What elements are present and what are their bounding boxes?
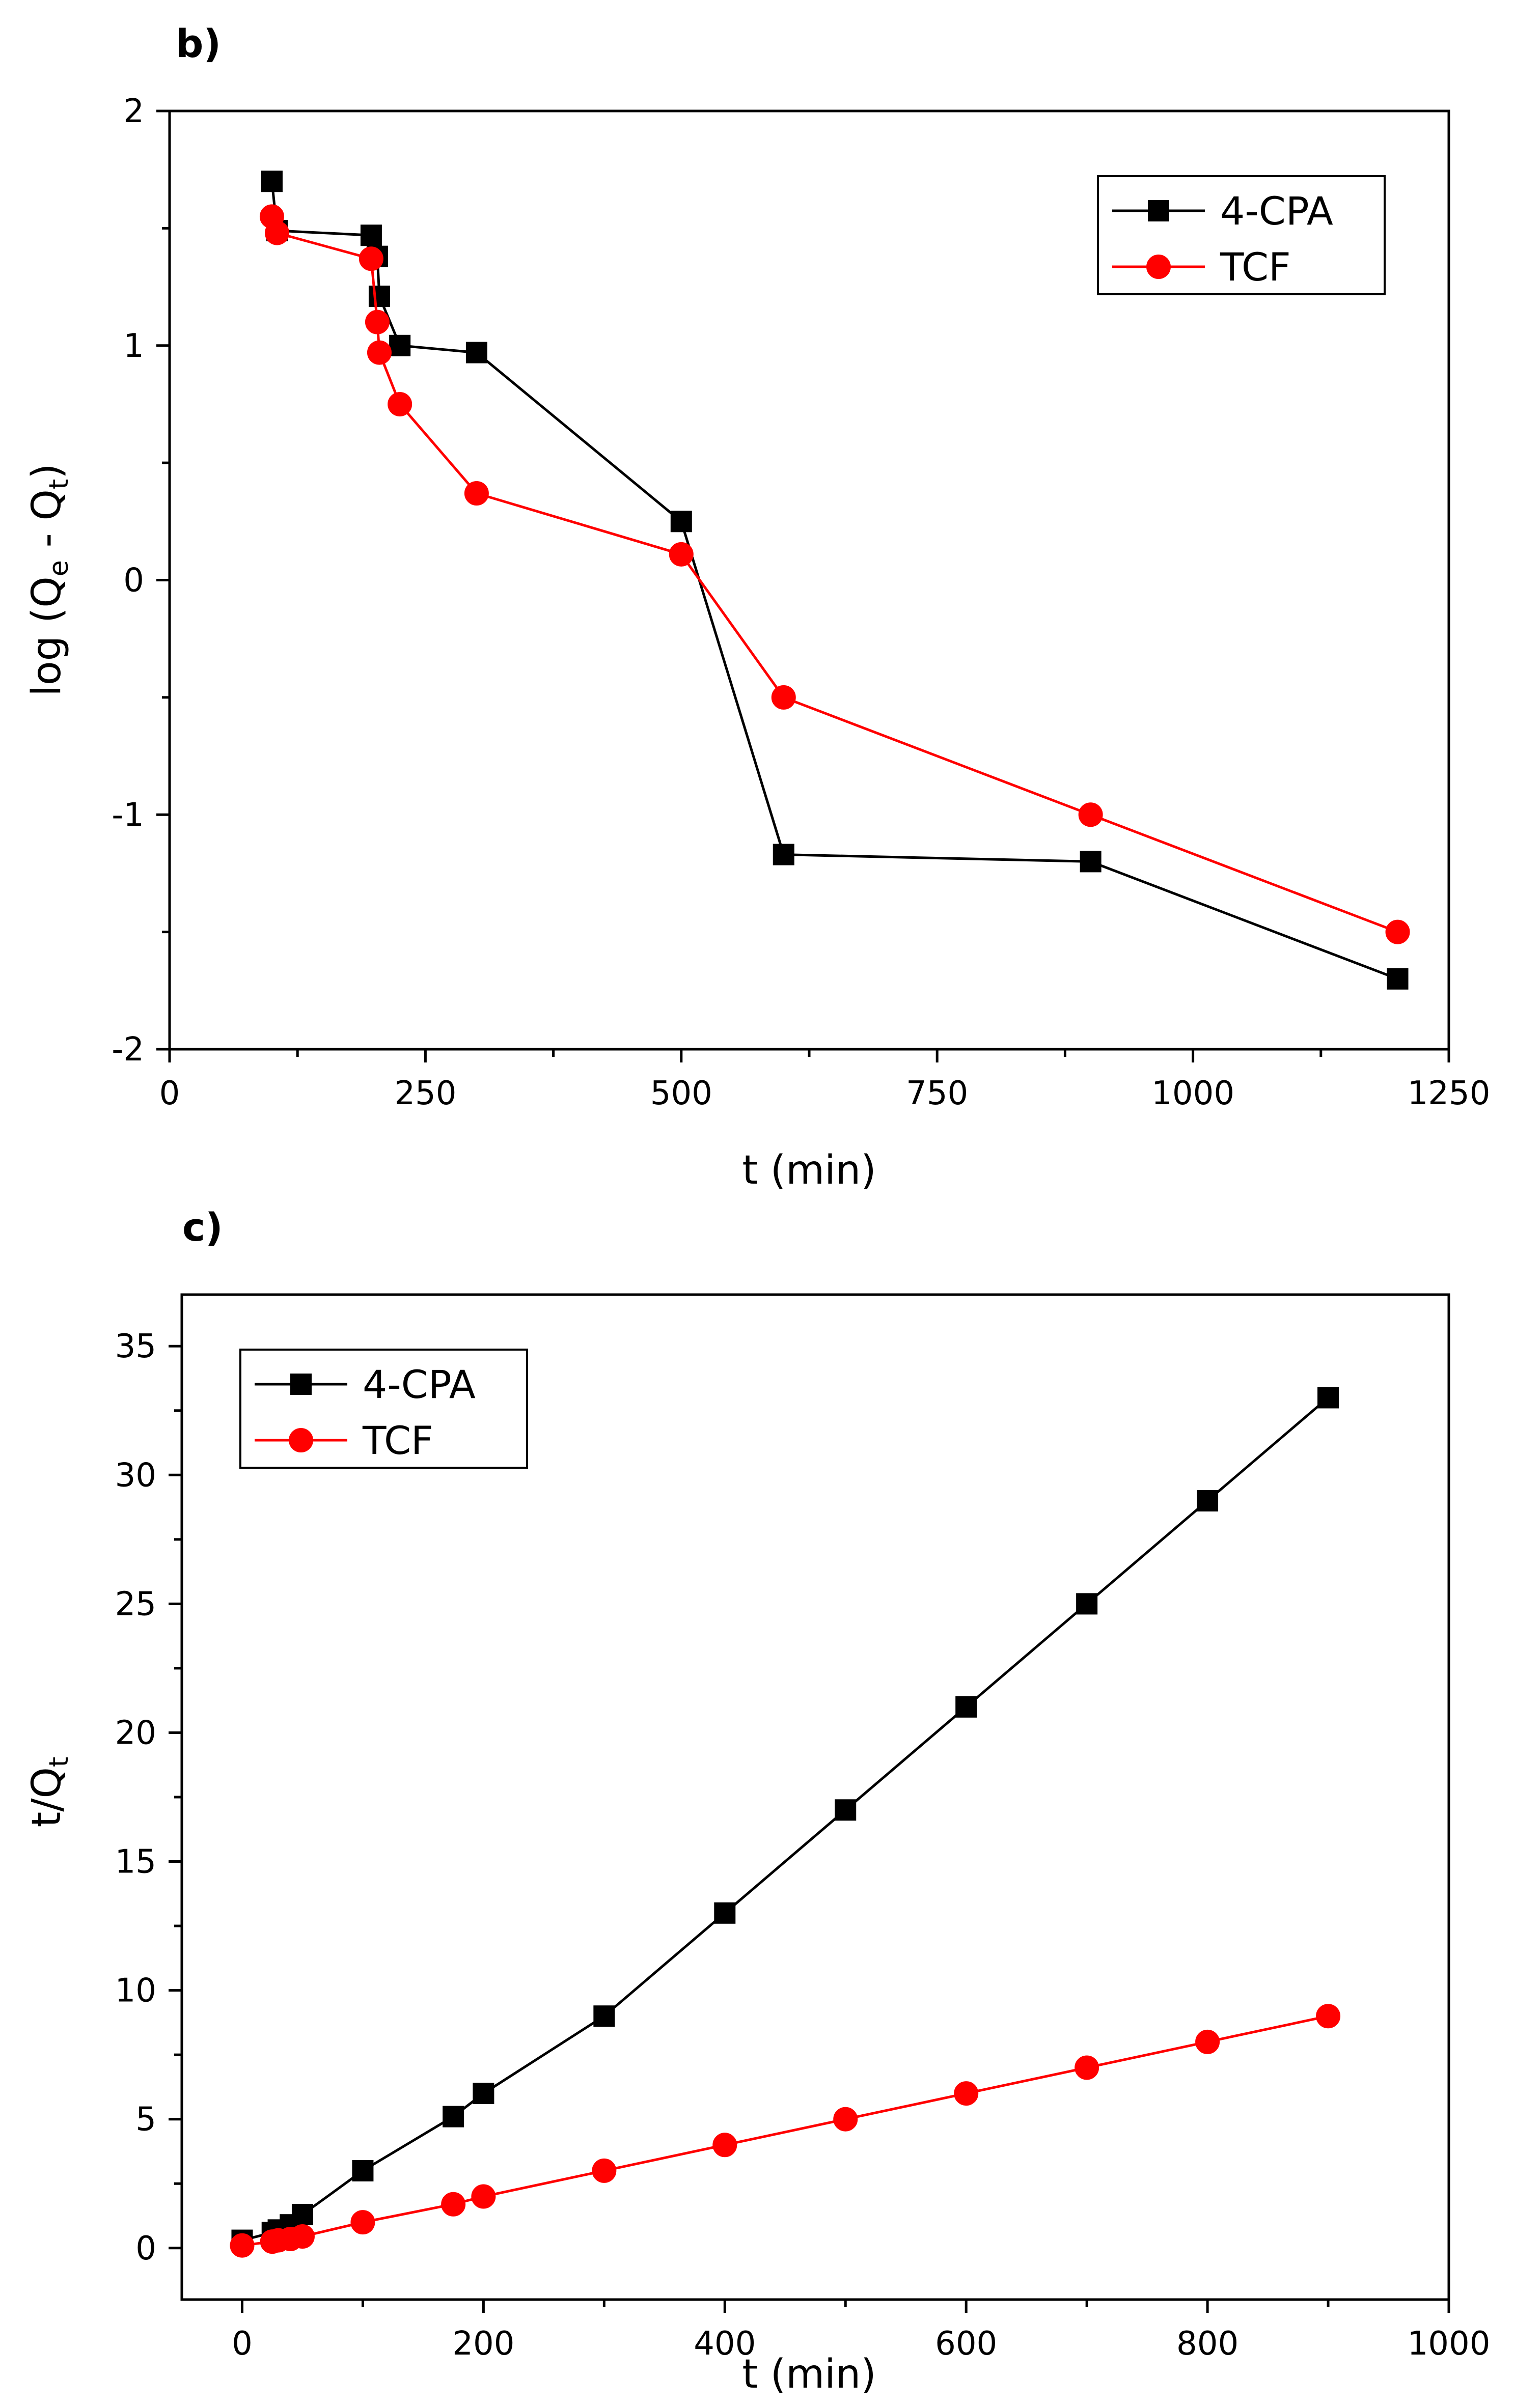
data-point-4-cpa <box>352 2160 374 2181</box>
x-tick-label: 1250 <box>1408 1075 1491 1112</box>
x-tick-label: 800 <box>1176 2325 1238 2363</box>
data-point-4-cpa <box>389 334 411 356</box>
data-point-tcf <box>669 542 694 567</box>
y-tick-label: 10 <box>115 1972 156 2010</box>
data-point-tcf <box>1316 2004 1341 2029</box>
data-point-4-cpa <box>955 1696 977 1718</box>
data-point-4-cpa <box>1076 1593 1098 1615</box>
data-point-4-cpa <box>368 285 390 307</box>
data-point-tcf <box>1195 2029 1220 2054</box>
y-tick-label: -1 <box>112 796 144 834</box>
y-tick-label: 5 <box>135 2101 156 2139</box>
data-point-tcf <box>359 246 383 271</box>
y-tick-label: 20 <box>115 1714 156 1752</box>
x-tick-label: 1000 <box>1408 2325 1491 2363</box>
x-tick-label: 200 <box>452 2325 514 2363</box>
data-point-tcf <box>471 2184 496 2209</box>
data-point-tcf <box>1385 919 1410 944</box>
legend-box <box>239 1349 528 1469</box>
data-point-tcf <box>712 2133 737 2158</box>
x-tick-label: 400 <box>694 2325 756 2363</box>
data-point-4-cpa <box>473 2083 494 2105</box>
data-point-tcf <box>230 2233 255 2258</box>
legend-marker <box>1148 200 1169 221</box>
data-point-4-cpa <box>1197 1490 1219 1511</box>
data-point-tcf <box>441 2192 466 2217</box>
data-point-tcf <box>388 391 412 416</box>
data-point-tcf <box>833 2107 858 2132</box>
data-point-4-cpa <box>593 2005 615 2027</box>
panel-label: b) <box>176 21 221 66</box>
data-point-4-cpa <box>261 171 283 192</box>
data-point-tcf <box>290 2224 315 2249</box>
legend-box <box>1097 175 1386 295</box>
data-point-4-cpa <box>1387 968 1409 990</box>
data-point-4-cpa <box>835 1799 857 1821</box>
data-point-4-cpa <box>465 342 487 363</box>
data-point-tcf <box>464 481 489 506</box>
panel-label: c) <box>182 1205 223 1250</box>
data-point-tcf <box>365 310 390 334</box>
data-point-4-cpa <box>1080 851 1102 873</box>
y-tick-label: -2 <box>112 1031 144 1069</box>
data-point-tcf <box>265 220 290 245</box>
legend-label: 4-CPA <box>363 1362 476 1407</box>
data-point-4-cpa <box>291 2203 313 2225</box>
data-point-tcf <box>771 685 796 710</box>
y-tick-label: 0 <box>123 562 144 600</box>
data-point-tcf <box>954 2081 979 2106</box>
x-tick-label: 1000 <box>1151 1075 1234 1112</box>
legend-marker <box>289 1428 313 1452</box>
x-tick-label: 750 <box>906 1075 968 1112</box>
data-point-4-cpa <box>1317 1387 1339 1409</box>
data-point-4-cpa <box>360 225 382 246</box>
panel-b: b) 0 250 500 750 1000 1250 -2 -1 0 1 2 t (min) log (Q… <box>24 21 1490 1193</box>
y-tick-label: 35 <box>115 1328 156 1365</box>
data-point-tcf <box>350 2210 375 2235</box>
x-tick-label: 0 <box>159 1075 180 1112</box>
y-tick-label: 0 <box>135 2230 156 2267</box>
data-point-tcf <box>367 340 392 365</box>
y-tick-label: 25 <box>115 1585 156 1623</box>
y-tick-label: 30 <box>115 1457 156 1494</box>
x-axis-title: t (min) <box>742 2351 876 2397</box>
y-axis-title: t/Qt <box>24 1757 74 1828</box>
x-tick-label: 0 <box>232 2325 253 2363</box>
y-tick-label: 1 <box>123 327 144 365</box>
x-tick-label: 500 <box>650 1075 712 1112</box>
data-point-tcf <box>1078 802 1103 827</box>
y-tick-label: 15 <box>115 1843 156 1881</box>
y-axis-title: log (Qe - Qt) <box>24 463 74 696</box>
x-tick-label: 600 <box>935 2325 997 2363</box>
data-point-tcf <box>1075 2055 1099 2080</box>
x-axis-title: t (min) <box>742 1147 876 1193</box>
legend-marker <box>290 1374 312 1395</box>
x-tick-label: 250 <box>394 1075 456 1112</box>
y-tick-label: 2 <box>123 93 144 130</box>
data-point-4-cpa <box>773 844 794 865</box>
legend-label: TCF <box>362 1418 433 1463</box>
data-point-4-cpa <box>670 511 692 533</box>
data-point-tcf <box>592 2158 617 2183</box>
legend-marker <box>1146 255 1171 279</box>
data-point-4-cpa <box>443 2106 464 2127</box>
legend-label: TCF <box>1220 244 1291 290</box>
legend-label: 4-CPA <box>1220 188 1333 234</box>
panel-c: c) 0 200 400 600 800 1000 0 5 10 15 20 25 30 35 t (min)… <box>24 1205 1490 2397</box>
data-point-4-cpa <box>714 1902 736 1924</box>
